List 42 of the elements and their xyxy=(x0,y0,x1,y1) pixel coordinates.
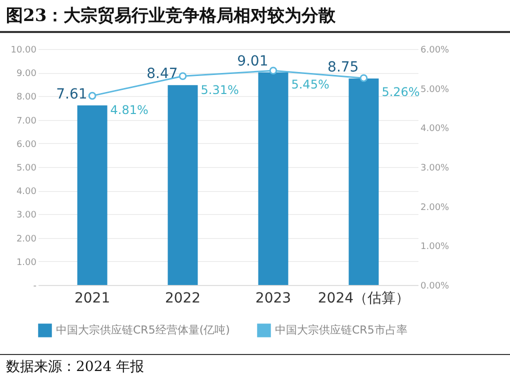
bar xyxy=(348,78,379,285)
y-tick-label: 6.00 xyxy=(16,140,37,150)
chart-title: 图23：大宗贸易行业竞争格局相对较为分散 xyxy=(0,0,510,33)
y-tick-label: 9.00 xyxy=(16,69,37,80)
data-label: 4.81% xyxy=(110,102,148,117)
x-tick-label: 2021 xyxy=(74,290,110,306)
point xyxy=(88,92,96,100)
data-label: 8.75 xyxy=(328,60,359,76)
legend-label: 中国大宗供应链CR5市占率 xyxy=(275,323,408,336)
y-tick-label: 5.00 xyxy=(16,164,37,174)
y-tick-label: 3.00 xyxy=(16,210,37,221)
y2-tick-label: 3.00% xyxy=(420,164,450,174)
bar xyxy=(168,85,198,285)
y-tick-label: 10.00 xyxy=(10,46,37,56)
y2-tick-label: 5.00% xyxy=(420,84,450,95)
y-tick-label: 1.00 xyxy=(16,258,37,268)
y-tick-label: 2.00 xyxy=(16,234,37,244)
y-tick-label: 4.00 xyxy=(16,187,37,198)
y2-tick-label: 1.00% xyxy=(420,242,450,252)
point xyxy=(360,74,368,82)
y-tick-label: 7.00 xyxy=(16,116,37,126)
x-tick-label: 2022 xyxy=(164,290,201,306)
source-note: 数据来源：2024 年报 xyxy=(0,354,510,379)
y2-tick-label: 2.00% xyxy=(420,202,450,213)
data-label: 5.31% xyxy=(200,83,239,98)
data-label: 5.26% xyxy=(382,85,420,100)
y2-tick-label: 6.00% xyxy=(420,46,450,56)
data-label: 9.01 xyxy=(237,53,268,70)
y-tick-label: - xyxy=(33,282,36,292)
point xyxy=(178,72,187,80)
point xyxy=(269,66,278,75)
bar xyxy=(77,105,108,285)
legend-label: 中国大宗供应链CR5经营体量(亿吨) xyxy=(56,323,230,336)
x-tick-label: 2023 xyxy=(255,290,292,306)
y2-tick-label: 4.00% xyxy=(420,124,450,134)
y2-tick-label: 0.00% xyxy=(420,282,450,292)
x-tick-label: 2024（估算） xyxy=(318,290,410,306)
y-tick-label: 8.00 xyxy=(16,92,37,103)
data-label: 5.45% xyxy=(291,78,330,92)
data-label: 8.47 xyxy=(146,66,178,82)
data-label: 7.61 xyxy=(56,86,88,102)
bar xyxy=(258,72,288,285)
